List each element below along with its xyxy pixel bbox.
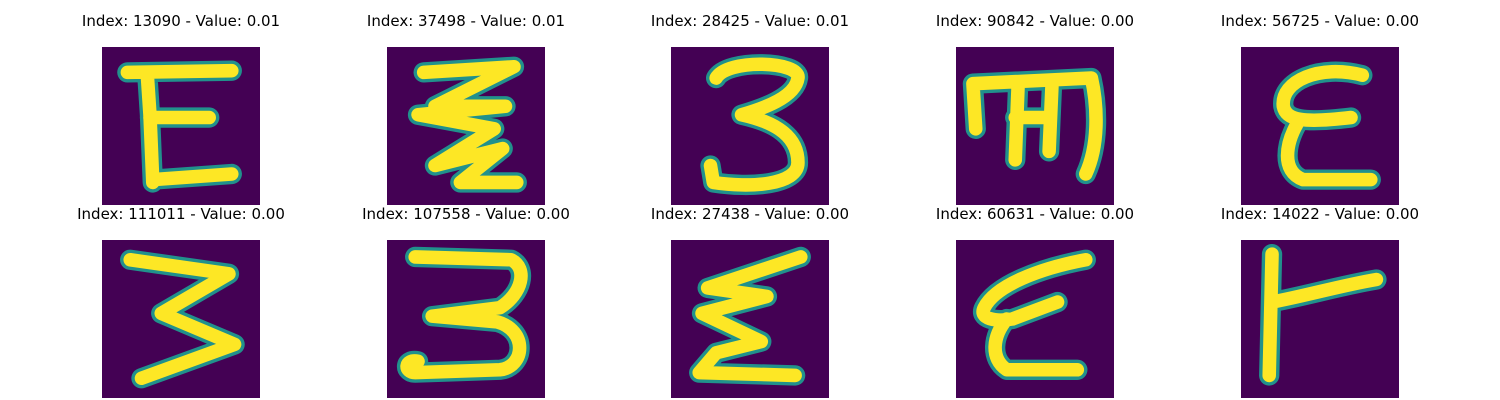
sample-panel: Index: 56725 - Value: 0.00 bbox=[1221, 12, 1419, 205]
sample-image bbox=[102, 240, 260, 398]
sample-image bbox=[1241, 240, 1399, 398]
sample-panel: Index: 27438 - Value: 0.00 bbox=[651, 205, 849, 398]
sample-panel: Index: 107558 - Value: 0.00 bbox=[362, 205, 570, 398]
panel-title: Index: 56725 - Value: 0.00 bbox=[1220, 12, 1420, 30]
panel-title: Index: 14022 - Value: 0.00 bbox=[1220, 205, 1420, 223]
sample-image bbox=[387, 47, 545, 205]
sample-panel: Index: 111011 - Value: 0.00 bbox=[77, 205, 285, 398]
sample-image bbox=[671, 47, 829, 205]
panel-title: Index: 28425 - Value: 0.01 bbox=[650, 12, 850, 30]
glyph-stroke bbox=[703, 57, 805, 192]
glyph-stroke bbox=[976, 252, 1093, 377]
sample-panel: Index: 60631 - Value: 0.00 bbox=[936, 205, 1134, 398]
panel-title: Index: 90842 - Value: 0.00 bbox=[935, 12, 1135, 30]
panel-title: Index: 27438 - Value: 0.00 bbox=[650, 205, 850, 223]
glyph-stroke bbox=[411, 59, 524, 190]
sample-panel: Index: 13090 - Value: 0.01 bbox=[82, 12, 280, 205]
sample-image bbox=[1241, 47, 1399, 205]
glyph-stroke bbox=[400, 250, 528, 380]
panel-title: Index: 60631 - Value: 0.00 bbox=[935, 205, 1135, 223]
sample-image bbox=[671, 240, 829, 398]
glyph-stroke bbox=[966, 71, 1103, 181]
glyph-stroke bbox=[1276, 64, 1378, 187]
sample-image bbox=[102, 47, 260, 205]
panel-title: Index: 111011 - Value: 0.00 bbox=[77, 205, 285, 223]
sample-panel: Index: 28425 - Value: 0.01 bbox=[651, 12, 849, 205]
sample-image bbox=[956, 47, 1114, 205]
sample-panel: Index: 90842 - Value: 0.00 bbox=[936, 12, 1134, 205]
panel-title: Index: 107558 - Value: 0.00 bbox=[362, 205, 570, 223]
glyph-stroke bbox=[123, 252, 242, 386]
sample-image bbox=[387, 240, 545, 398]
panel-title: Index: 37498 - Value: 0.01 bbox=[366, 12, 566, 30]
sample-panel: Index: 14022 - Value: 0.00 bbox=[1221, 205, 1419, 398]
glyph-stroke bbox=[692, 250, 808, 383]
glyph-stroke bbox=[1262, 247, 1384, 383]
sample-panel: Index: 37498 - Value: 0.01 bbox=[367, 12, 565, 205]
glyph-stroke bbox=[120, 63, 239, 190]
panel-title: Index: 13090 - Value: 0.01 bbox=[81, 12, 281, 30]
sample-image bbox=[956, 240, 1114, 398]
